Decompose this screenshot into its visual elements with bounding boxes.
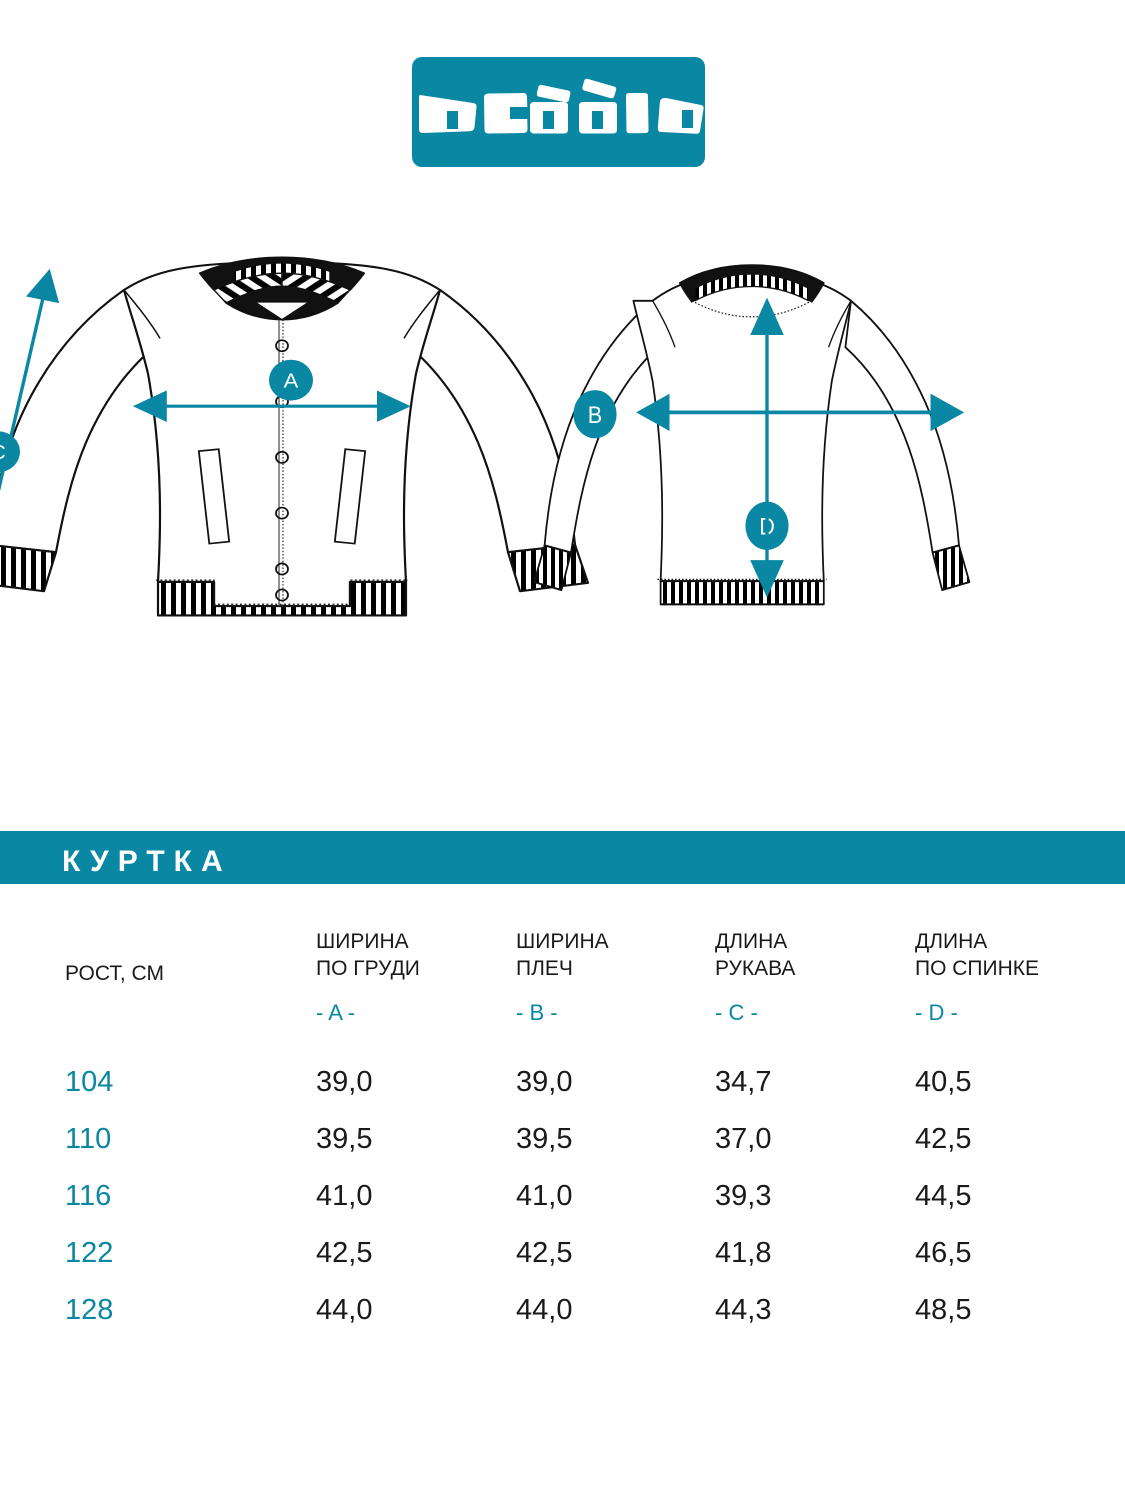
svg-text:A: A <box>284 369 300 392</box>
svg-text:B: B <box>588 401 602 428</box>
